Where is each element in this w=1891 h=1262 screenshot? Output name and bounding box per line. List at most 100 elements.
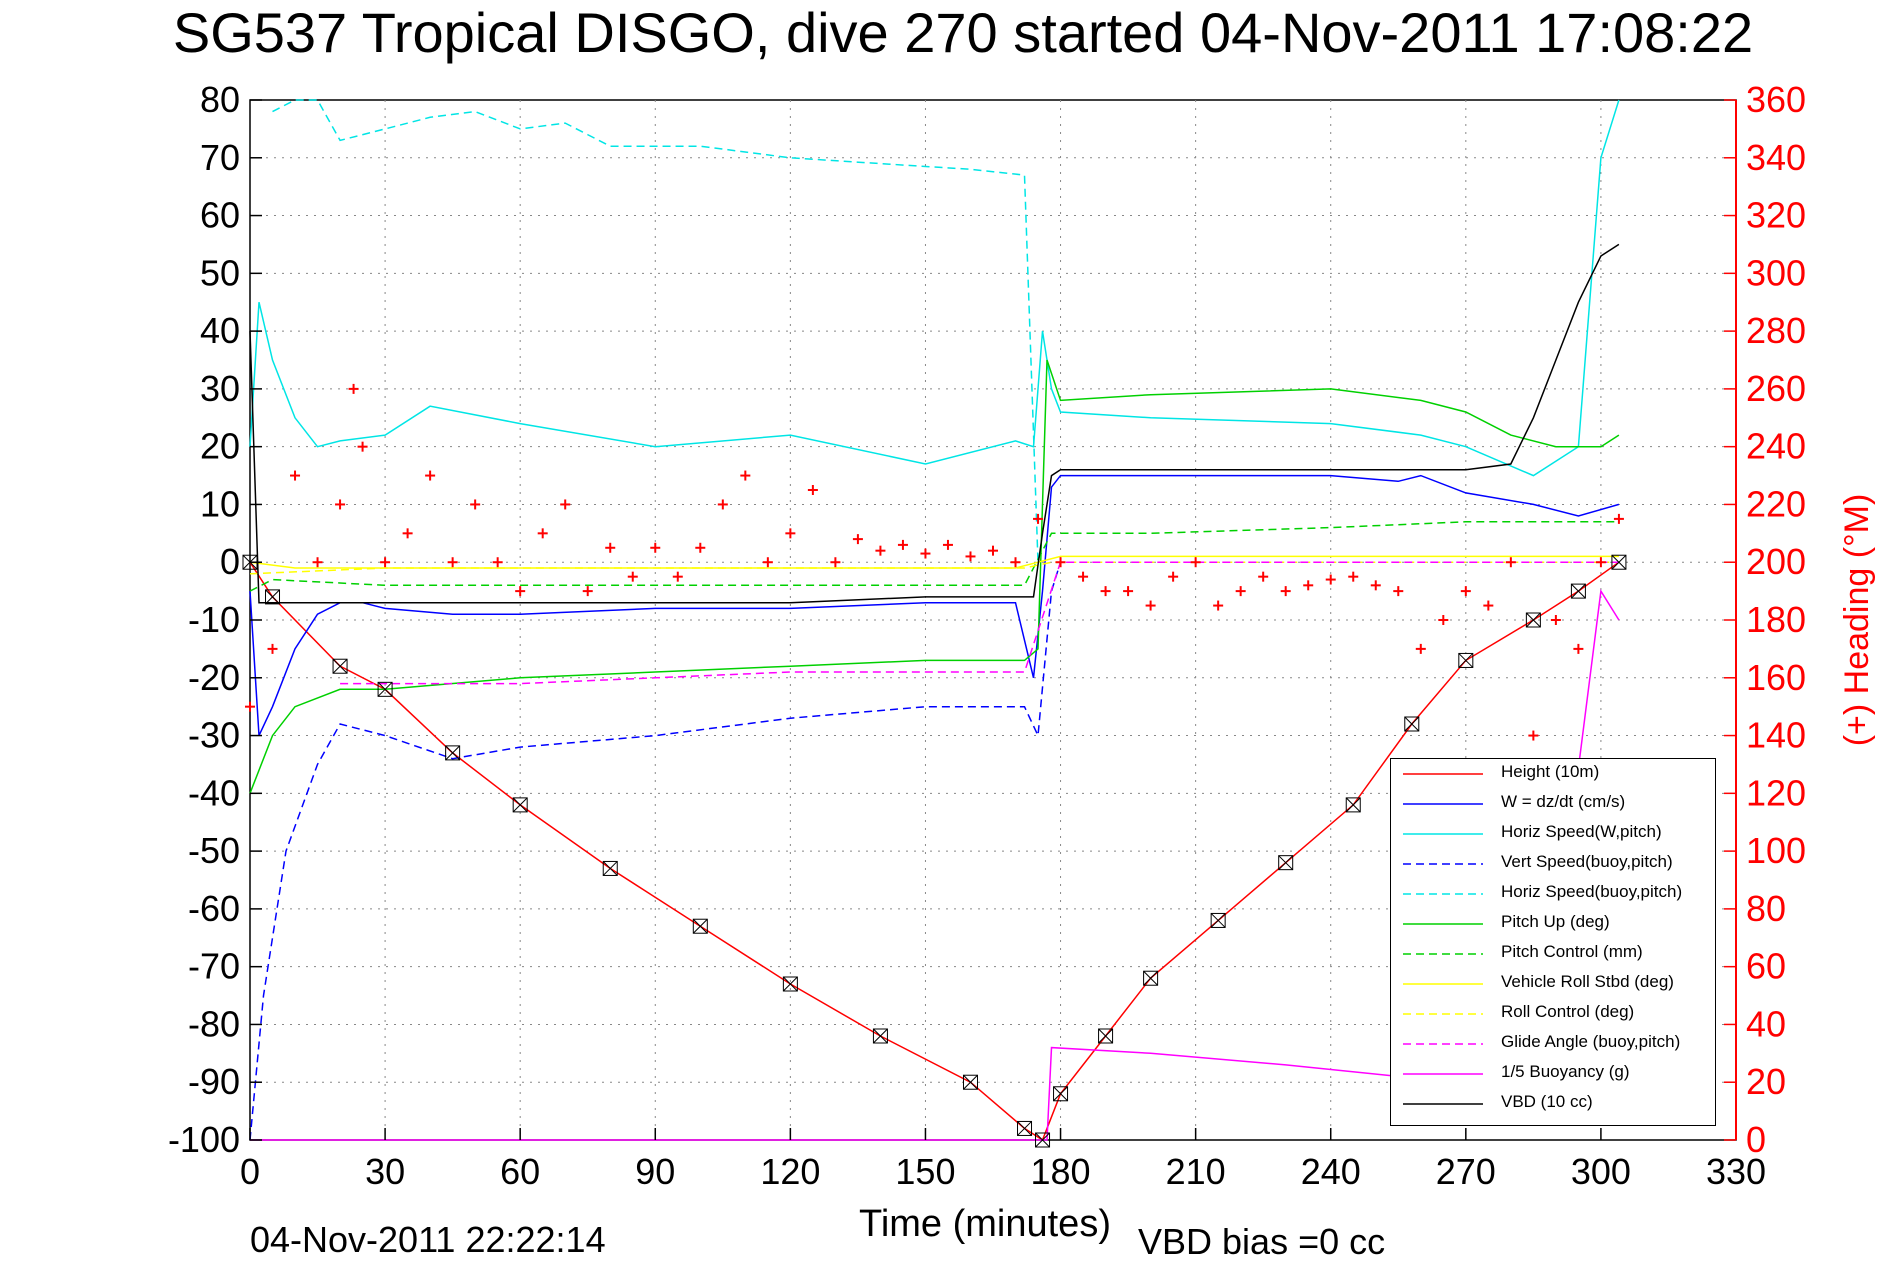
heading-marker [1460,586,1471,597]
heading-marker [695,542,706,553]
heading-marker [1145,600,1156,611]
series-line-5 [249,359,1620,794]
legend-item: 1/5 Buoyancy (g) [1391,1059,1715,1089]
heading-marker [965,551,976,562]
y2-tick-label: 40 [1746,1003,1786,1044]
legend-swatch [1403,833,1483,835]
height-marker-cross-b [445,745,460,761]
heading-marker [785,528,796,539]
y2-tick-label: 260 [1746,368,1806,409]
legend-swatch [1403,1073,1483,1075]
heading-marker [290,470,301,481]
heading-marker [515,586,526,597]
height-marker-box [1098,1028,1114,1044]
heading-marker [1010,557,1021,568]
height-marker [377,681,393,697]
heading-marker [1213,600,1224,611]
legend-swatch [1403,773,1483,775]
height-marker-box [512,797,528,813]
heading-marker [1168,571,1179,582]
y-tick-label: -50 [188,830,240,871]
legend-item: Vehicle Roll Stbd (deg) [1391,969,1715,999]
height-marker-box [1143,970,1159,986]
height-marker [1570,583,1586,599]
legend-item: Glide Angle (buoy,pitch) [1391,1029,1715,1059]
height-marker [1210,912,1226,928]
height-marker-box [1017,1120,1033,1136]
heading-marker [537,528,548,539]
y2-tick-label: 0 [1746,1119,1766,1160]
y-tick-label: -60 [188,888,240,929]
y-tick-label: -30 [188,715,240,756]
heading-marker [1438,615,1449,625]
y-tick-label: 60 [200,195,240,236]
height-marker-cross-b [377,681,393,697]
series-line-7 [249,555,1619,569]
y2-tick-label: 200 [1746,541,1806,582]
height-marker-cross-b [1278,855,1294,871]
height-marker-box [1525,612,1541,628]
y-tick-label: 20 [200,426,240,467]
heading-marker [1573,643,1584,654]
legend-item: Horiz Speed(W,pitch) [1391,819,1715,849]
heading-marker [1370,580,1381,591]
height-marker-box [692,918,708,934]
legend-label: Roll Control (deg) [1501,1002,1635,1021]
x-tick-label: 330 [1706,1151,1766,1192]
heading-marker [1483,600,1494,611]
y2-tick-label: 160 [1746,657,1806,698]
heading-marker [875,545,886,556]
heading-marker [245,701,255,712]
heading-marker [1348,571,1359,582]
y-tick-label: 30 [200,368,240,409]
y-tick-label: 50 [200,252,240,293]
heading-markers [245,383,1624,741]
legend-label: VBD (10 cc) [1501,1092,1593,1111]
height-marker-box [377,681,393,697]
height-marker-cross-b [332,658,348,674]
legend-item: Pitch Control (mm) [1391,939,1715,969]
heading-marker [1393,586,1404,597]
legend-item: Pitch Up (deg) [1391,909,1715,939]
height-marker [512,797,528,813]
y-tick-label: -100 [168,1119,240,1160]
series-line-4 [272,99,1039,563]
height-marker [872,1028,888,1044]
height-marker-cross-b [1017,1121,1032,1136]
axes: 0 30 60 90 120 150 180 210 240 270 300 330-100-90-8… [168,79,1806,1192]
heading-marker [492,557,503,568]
height-marker-box [1404,716,1420,732]
height-marker-box [445,745,461,761]
height-marker-box [1053,1086,1069,1102]
y2-tick-label: 180 [1746,599,1806,640]
height-marker-cross-b [873,1028,888,1044]
legend-swatch [1403,863,1483,865]
heading-marker [380,557,391,568]
height-marker-cross-b [1053,1086,1068,1102]
heading-marker [830,557,841,568]
height-marker-box [1611,554,1627,570]
height-marker [1611,554,1627,570]
series-line-3 [249,561,1062,1141]
series-line-6 [249,521,1619,592]
x-tick-label: 150 [895,1151,955,1192]
right-axis-label: (+) Heading (°M) [1838,494,1876,747]
series-line-9 [340,561,1619,685]
height-marker [782,976,798,992]
height-marker-box [332,658,348,674]
y-tick-label: 40 [200,310,240,351]
y-tick-label: -10 [188,599,240,640]
legend-swatch [1403,1043,1483,1045]
height-marker-cross-b [1210,913,1226,928]
heading-marker [1280,586,1291,597]
heading-marker [1235,586,1246,597]
height-marker-box [962,1074,978,1090]
x-tick-label: 300 [1571,1151,1631,1192]
y2-tick-label: 60 [1746,946,1786,987]
series-line-11 [249,243,1620,604]
heading-marker [1595,557,1606,568]
x-tick-label: 240 [1301,1151,1361,1192]
legend-label: Vehicle Roll Stbd (deg) [1501,972,1674,991]
y2-tick-label: 220 [1746,483,1806,524]
